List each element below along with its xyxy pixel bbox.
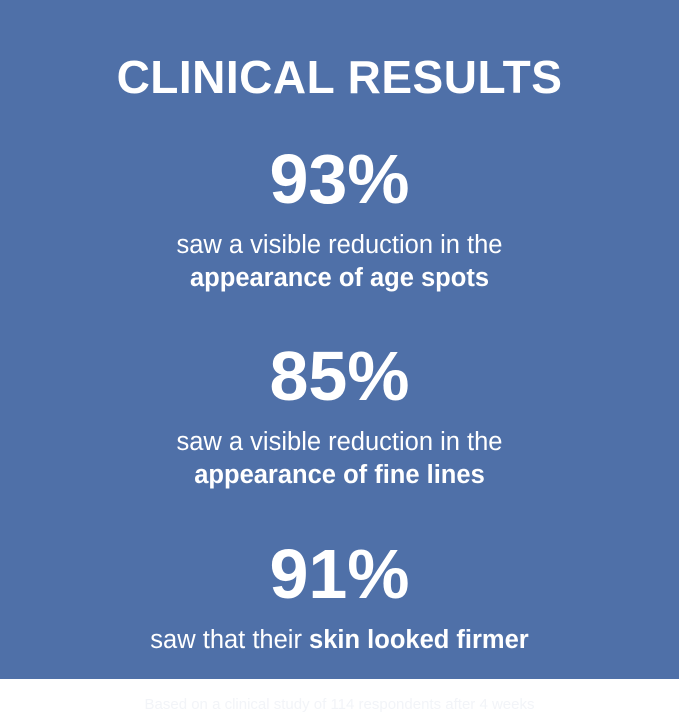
stat-line-mixed: saw that their skin looked firmer xyxy=(150,624,528,657)
stat-line-bold: appearance of age spots xyxy=(189,263,489,292)
stat-block-age-spots: 93% saw a visible reduction in the appea… xyxy=(0,144,679,294)
stat-block-fine-lines: 85% saw a visible reduction in the appea… xyxy=(0,341,679,491)
stat-line-bold: skin looked firmer xyxy=(309,625,529,654)
stat-line-regular: saw a visible reduction in the xyxy=(176,428,503,457)
stat-description-age-spots: saw a visible reduction in the appearanc… xyxy=(176,229,502,294)
stats-list: 93% saw a visible reduction in the appea… xyxy=(0,100,679,656)
stat-line-bold: appearance of fine lines xyxy=(194,460,485,489)
stat-value-fine-lines: 85% xyxy=(269,337,410,416)
stat-line-regular: saw a visible reduction in the xyxy=(176,231,503,259)
stat-description-fine-lines: saw a visible reduction in the appearanc… xyxy=(176,426,502,491)
page-title: CLINICAL RESULTS xyxy=(116,51,563,103)
stat-value-firmness: 91% xyxy=(269,534,410,613)
stat-value-age-spots: 93% xyxy=(269,140,410,218)
study-footnote: Based on a clinical study of 114 respond… xyxy=(144,696,535,714)
stat-line-regular: saw that their xyxy=(150,625,310,654)
stat-description-firmness: saw that their skin looked firmer xyxy=(150,624,528,657)
stat-block-firmness: 91% saw that their skin looked firmer xyxy=(0,539,679,657)
